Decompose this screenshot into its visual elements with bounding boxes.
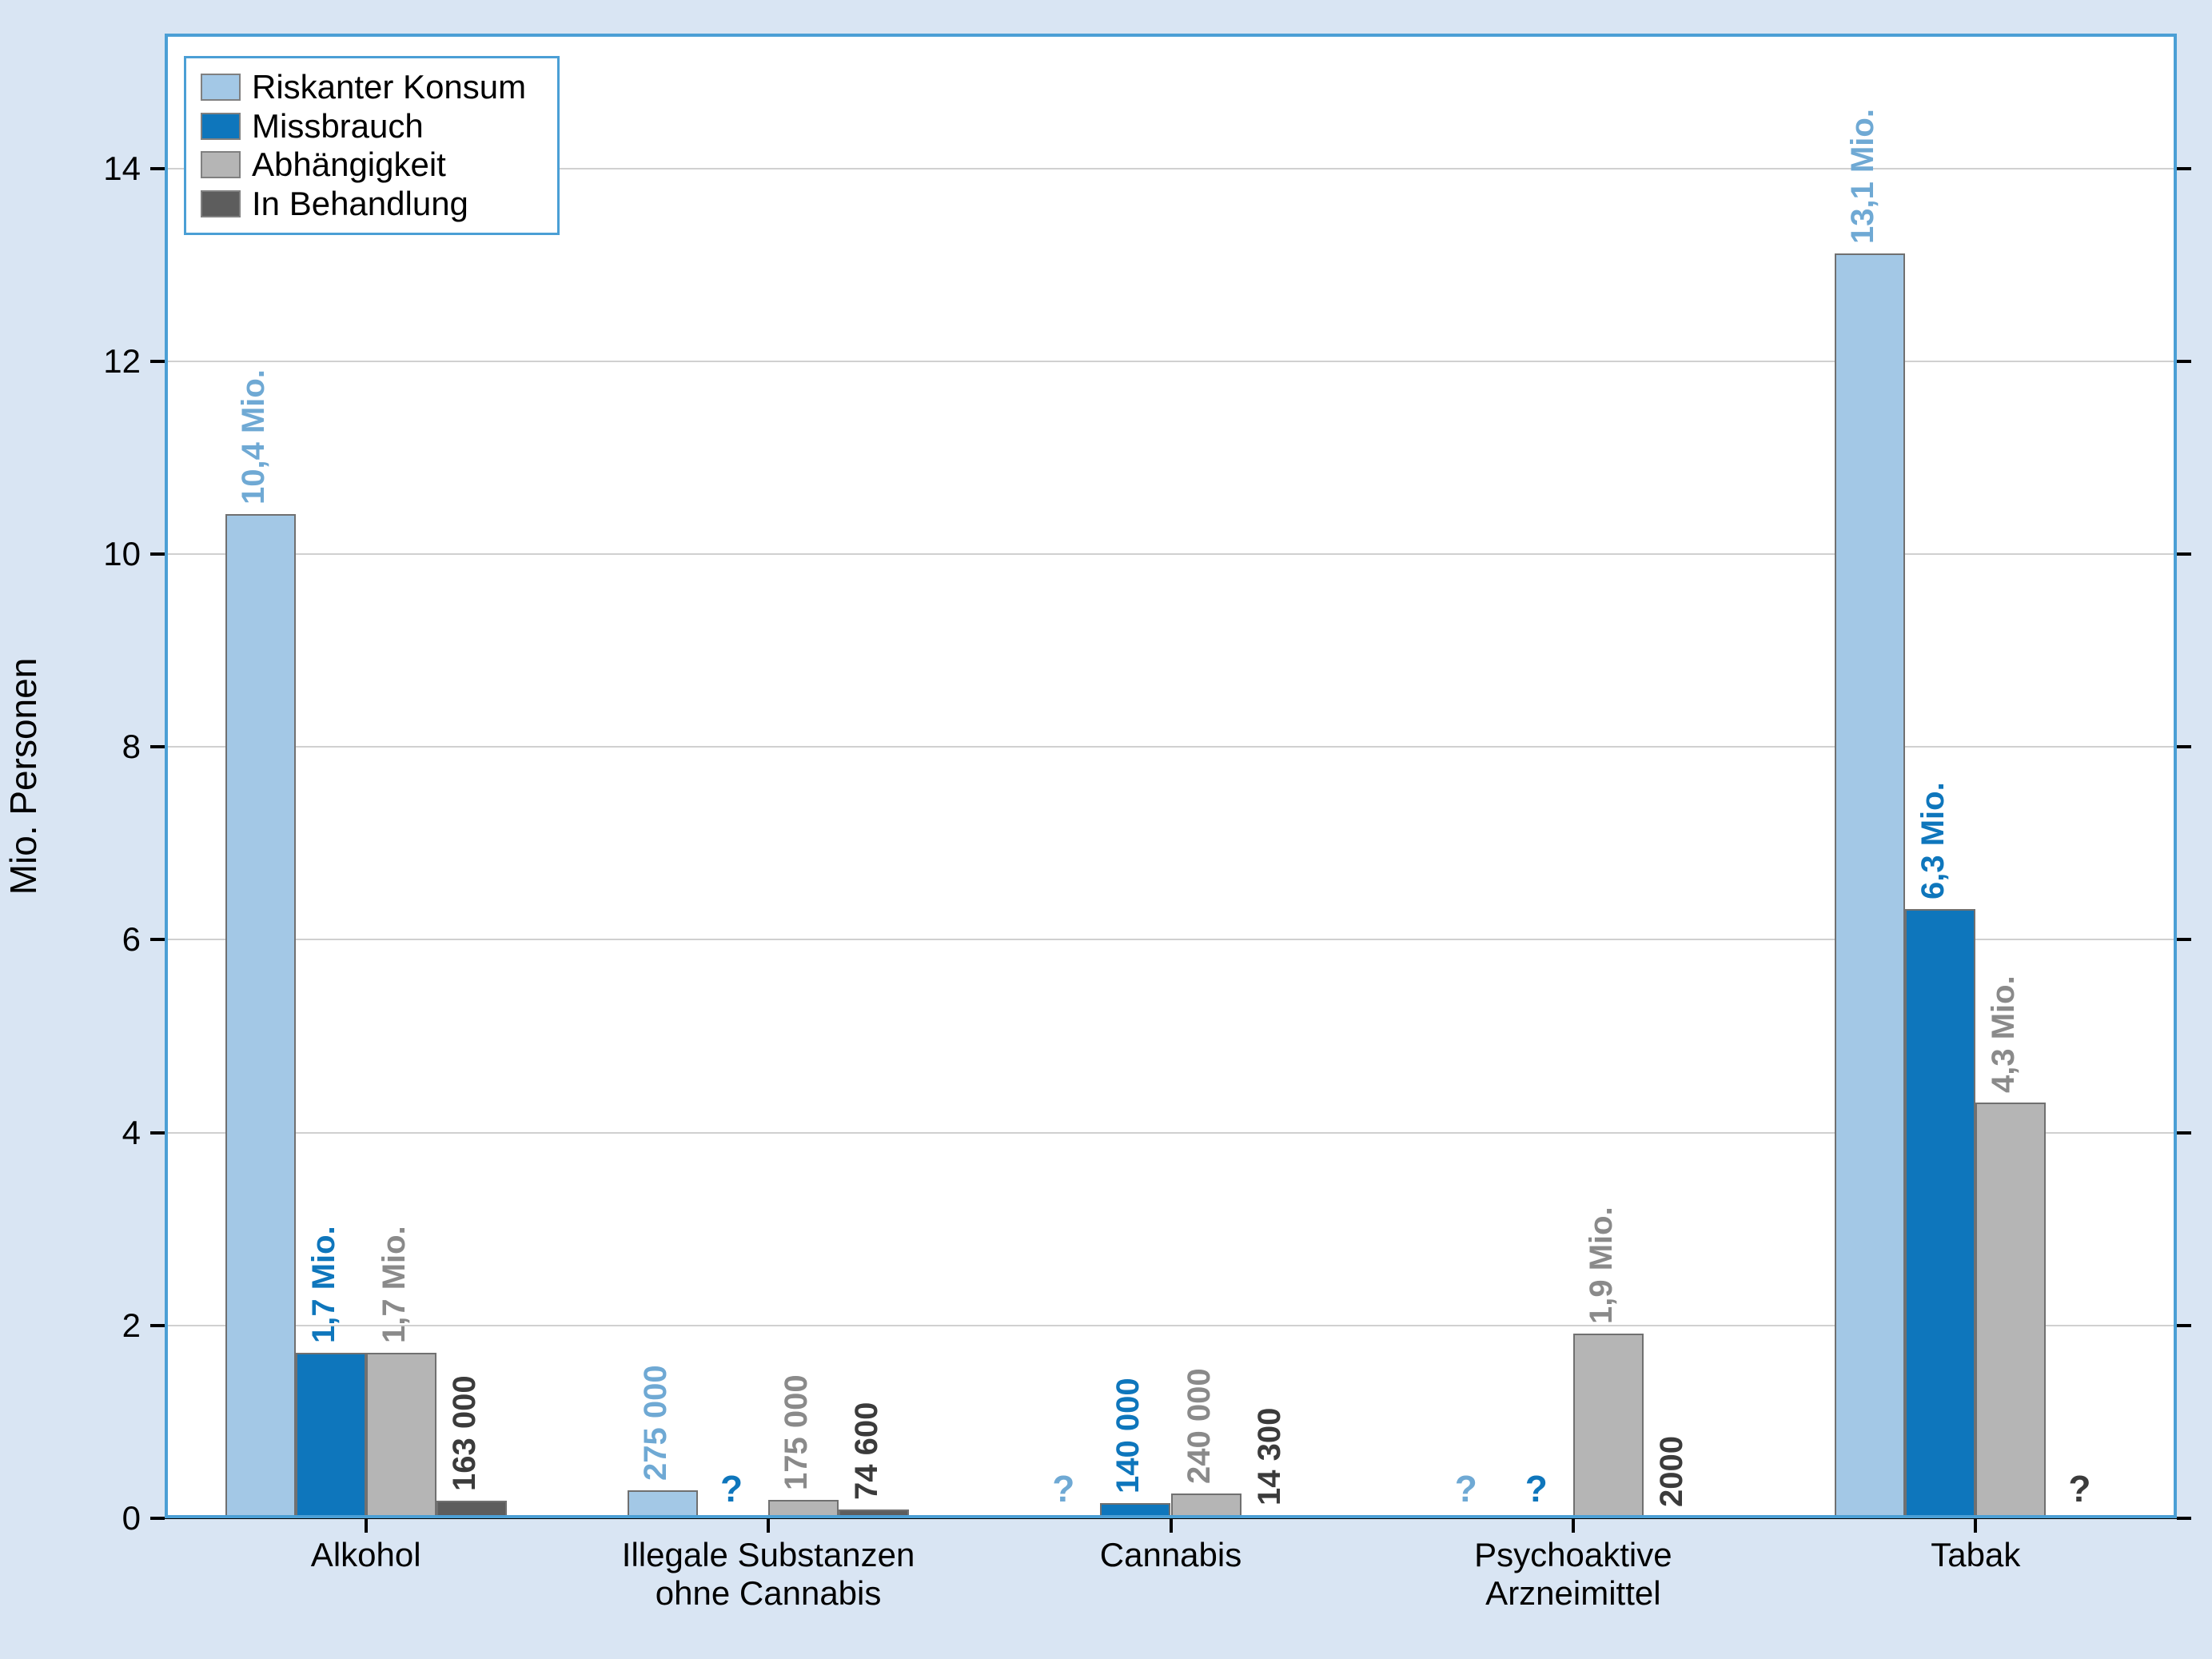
x-axis-label: Psychoaktive Arzneimittel — [1474, 1536, 1672, 1613]
bar-value-label: 74 600 — [849, 1402, 885, 1500]
y-tick — [2177, 1131, 2191, 1135]
bar-unknown-label: ? — [2068, 1467, 2090, 1510]
legend-item: Riskanter Konsum — [201, 68, 543, 106]
legend-swatch — [201, 113, 241, 140]
y-axis-label: Mio. Personen — [2, 657, 45, 895]
legend-label: Abhängigkeit — [252, 146, 446, 184]
plot-area: 10,4 Mio. 1,7 Mio. 1,7 Mio. 163 000 275 000?… — [165, 34, 2177, 1518]
bar-value-label: 275 000 — [638, 1365, 674, 1481]
y-tick — [2177, 938, 2191, 941]
bar — [225, 514, 296, 1518]
bar-value-label: 1,7 Mio. — [377, 1226, 413, 1343]
x-tick — [1572, 1518, 1575, 1533]
bar-unknown-label: ? — [1052, 1467, 1074, 1510]
bar-value-label: 14 300 — [1252, 1408, 1288, 1505]
y-tick — [150, 552, 165, 556]
x-tick — [1170, 1518, 1173, 1533]
y-tick-label: 6 — [85, 920, 141, 959]
bar — [436, 1501, 507, 1518]
y-tick — [2177, 1517, 2191, 1520]
legend-label: Missbrauch — [252, 107, 424, 146]
bar-value-label: 1,9 Mio. — [1584, 1206, 1620, 1324]
bar-unknown-label: ? — [1455, 1467, 1477, 1510]
y-tick-label: 12 — [85, 342, 141, 381]
legend-item: Abhängigkeit — [201, 146, 543, 184]
bar-value-label: 2000 — [1654, 1436, 1690, 1507]
x-axis-label: Tabak — [1931, 1536, 2020, 1574]
x-axis-label: Alkohol — [311, 1536, 421, 1574]
y-tick — [150, 1131, 165, 1135]
x-tick — [1974, 1518, 1977, 1533]
y-tick-label: 8 — [85, 728, 141, 766]
y-tick — [2177, 1324, 2191, 1327]
bar — [768, 1500, 839, 1518]
legend-swatch — [201, 190, 241, 217]
bar — [839, 1509, 909, 1518]
legend-item: Missbrauch — [201, 107, 543, 146]
bar — [296, 1353, 366, 1518]
bar — [1975, 1103, 2046, 1519]
bar-value-label: 140 000 — [1110, 1378, 1146, 1494]
bar-value-label: 4,3 Mio. — [1986, 975, 2022, 1093]
legend-item: In Behandlung — [201, 185, 543, 223]
bar-value-label: 175 000 — [779, 1374, 815, 1490]
y-tick — [150, 1324, 165, 1327]
bar-value-label: 10,4 Mio. — [236, 369, 272, 504]
y-tick — [2177, 360, 2191, 363]
x-tick — [365, 1518, 368, 1533]
x-axis-label: Illegale Substanzen ohne Cannabis — [622, 1536, 915, 1613]
y-tick — [2177, 552, 2191, 556]
bar — [1905, 909, 1975, 1518]
bar — [1100, 1503, 1170, 1518]
y-tick — [2177, 167, 2191, 170]
chart-container: 10,4 Mio. 1,7 Mio. 1,7 Mio. 163 000 275 000?… — [0, 0, 2212, 1659]
bar — [1835, 253, 1905, 1518]
bar — [628, 1490, 698, 1518]
legend-label: In Behandlung — [252, 185, 468, 223]
y-tick-label: 14 — [85, 150, 141, 188]
bar-value-label: 6,3 Mio. — [1915, 783, 1951, 900]
legend-swatch — [201, 151, 241, 178]
y-tick-label: 10 — [85, 535, 141, 573]
bar-value-label: 240 000 — [1182, 1368, 1218, 1484]
bar-unknown-label: ? — [720, 1467, 743, 1510]
y-tick-label: 2 — [85, 1306, 141, 1345]
bar — [1644, 1515, 1714, 1518]
y-tick — [150, 745, 165, 748]
y-tick — [2177, 745, 2191, 748]
y-tick-label: 0 — [85, 1499, 141, 1537]
bar-value-label: 163 000 — [447, 1376, 483, 1492]
legend-swatch — [201, 74, 241, 101]
y-tick — [150, 938, 165, 941]
bar-value-label: 13,1 Mio. — [1845, 109, 1881, 244]
x-tick — [767, 1518, 770, 1533]
y-tick — [150, 167, 165, 170]
x-axis-label: Cannabis — [1100, 1536, 1242, 1574]
bar — [1171, 1493, 1242, 1518]
y-tick — [150, 1517, 165, 1520]
bar-value-label: 1,7 Mio. — [306, 1226, 342, 1343]
y-tick-label: 4 — [85, 1114, 141, 1152]
legend-label: Riskanter Konsum — [252, 68, 526, 106]
bar — [366, 1353, 436, 1518]
bar — [1573, 1334, 1644, 1518]
bar — [1242, 1515, 1312, 1518]
bar-unknown-label: ? — [1525, 1467, 1548, 1510]
plot-content: 10,4 Mio. 1,7 Mio. 1,7 Mio. 163 000 275 000?… — [165, 34, 2177, 1518]
y-tick — [150, 360, 165, 363]
legend: Riskanter KonsumMissbrauchAbhängigkeitIn… — [184, 56, 560, 235]
